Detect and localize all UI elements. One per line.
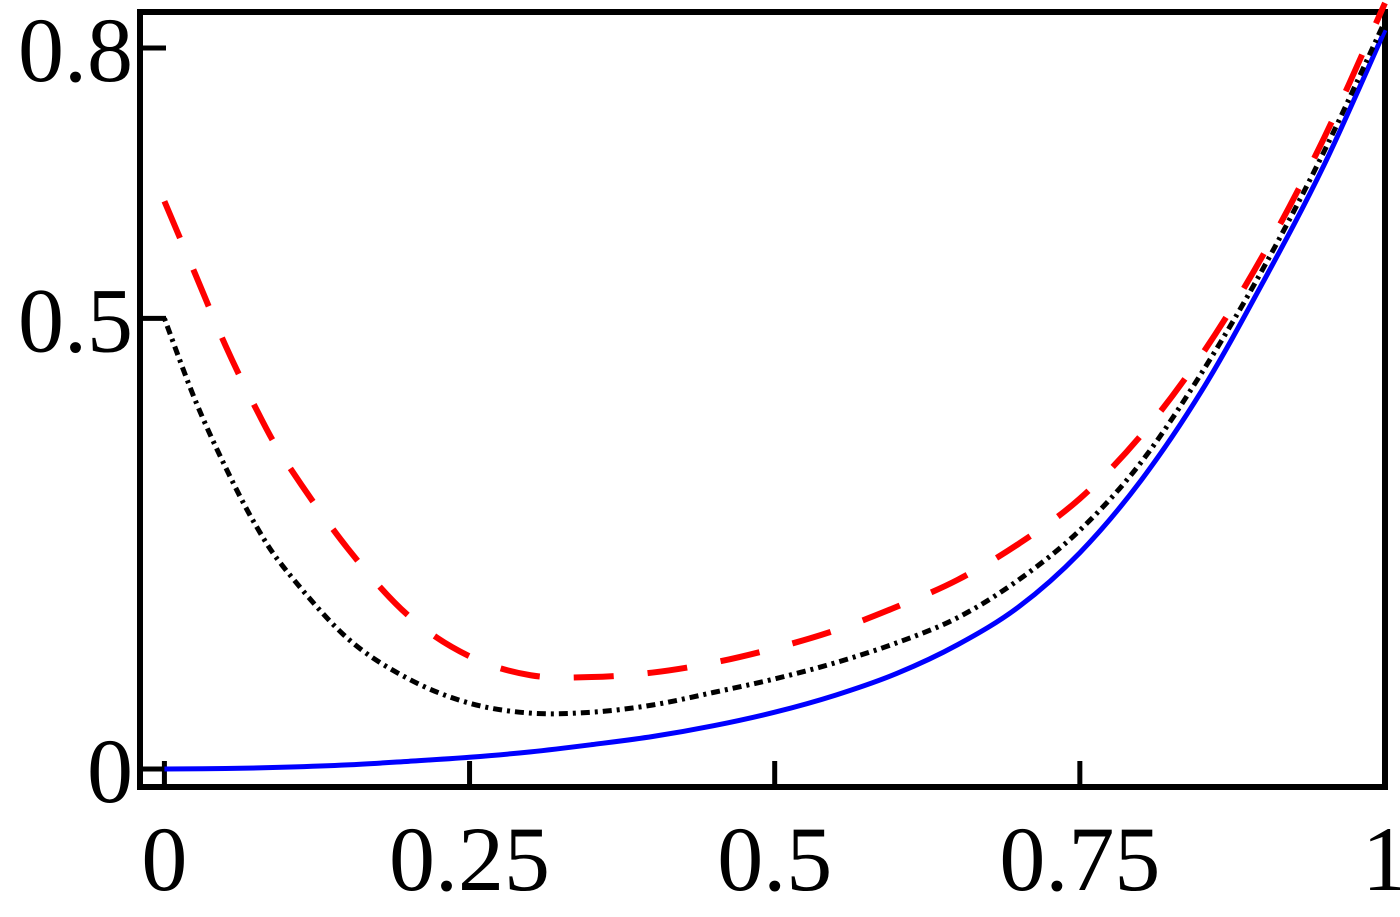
series-layer bbox=[161, 1, 1388, 772]
x-tick-label: 1 bbox=[1362, 808, 1400, 910]
x-tick-label: 0.5 bbox=[717, 808, 832, 910]
series-line-black-dashdot bbox=[162, 19, 1388, 717]
x-tick-label: 0.75 bbox=[999, 808, 1160, 910]
y-tick-label: 0 bbox=[87, 720, 133, 822]
y-axis-tick-labels: 0 0.5 0.8 bbox=[18, 0, 133, 822]
series-line-red-dashed bbox=[161, 1, 1388, 681]
y-tick-label: 0.8 bbox=[18, 0, 133, 101]
x-axis-tick-labels: 0 0.25 0.5 0.75 1 bbox=[141, 808, 1400, 910]
y-tick-label: 0.5 bbox=[18, 269, 133, 371]
y-axis-ticks bbox=[140, 45, 166, 772]
plot-frame bbox=[137, 9, 1388, 790]
x-axis-ticks bbox=[161, 761, 1388, 787]
x-tick-label: 0.25 bbox=[389, 808, 550, 910]
x-tick-label: 0 bbox=[141, 808, 187, 910]
series-line-blue-solid bbox=[164, 28, 1388, 772]
